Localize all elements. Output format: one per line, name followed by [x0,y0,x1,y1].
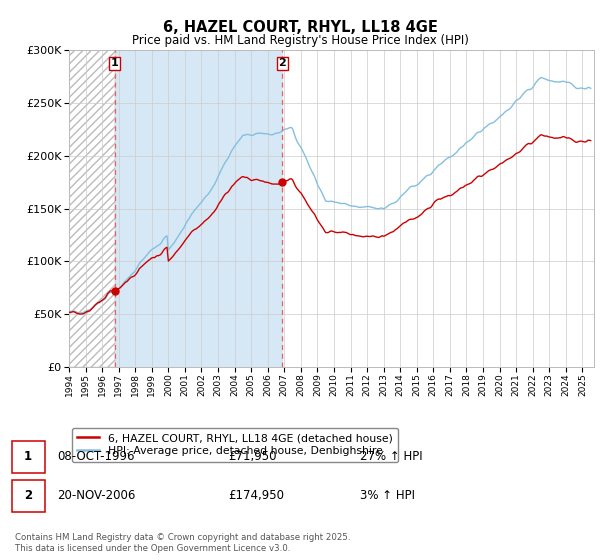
Legend: 6, HAZEL COURT, RHYL, LL18 4GE (detached house), HPI: Average price, detached ho: 6, HAZEL COURT, RHYL, LL18 4GE (detached… [72,428,398,461]
Bar [69,50,115,367]
Text: £71,950: £71,950 [228,450,277,463]
Text: £174,950: £174,950 [228,489,284,502]
Bar [69,50,115,367]
Text: 08-OCT-1996: 08-OCT-1996 [57,450,134,463]
Text: 20-NOV-2006: 20-NOV-2006 [57,489,136,502]
Text: 2: 2 [278,58,286,68]
Text: 1: 1 [24,450,32,463]
Text: 27% ↑ HPI: 27% ↑ HPI [360,450,422,463]
Text: 1: 1 [111,58,119,68]
Text: 6, HAZEL COURT, RHYL, LL18 4GE: 6, HAZEL COURT, RHYL, LL18 4GE [163,20,437,35]
Text: 2: 2 [24,489,32,502]
Text: 3% ↑ HPI: 3% ↑ HPI [360,489,415,502]
Text: Price paid vs. HM Land Registry's House Price Index (HPI): Price paid vs. HM Land Registry's House … [131,34,469,46]
Bar [115,50,283,367]
Text: Contains HM Land Registry data © Crown copyright and database right 2025.
This d: Contains HM Land Registry data © Crown c… [15,533,350,553]
